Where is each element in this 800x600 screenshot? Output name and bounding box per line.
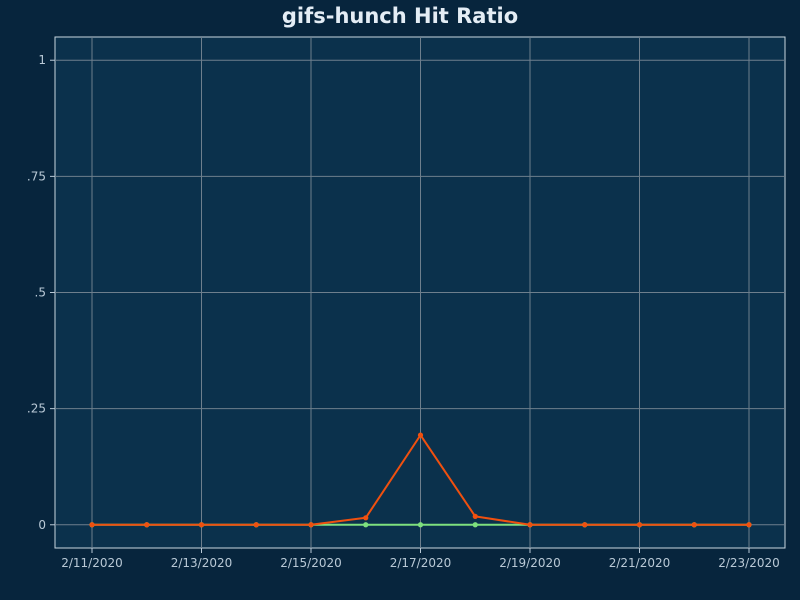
x-tick-label: 2/23/2020 [718,556,780,570]
series-2-point [144,522,150,528]
series-2-point [472,513,478,520]
y-tick-label: .5 [35,286,46,300]
x-tick-label: 2/15/2020 [280,556,342,570]
series-2-point [308,522,314,528]
x-tick-label: 2/21/2020 [609,556,671,570]
x-tick-label: 2/17/2020 [390,556,452,570]
series-2-point [691,522,697,528]
series-1-point [363,522,369,528]
series-2-point [253,522,259,528]
series-1-point [417,522,424,528]
x-tick-label: 2/11/2020 [61,556,123,570]
series-2-point [417,432,424,438]
series-2-point [363,515,369,521]
series-2-point [89,522,95,528]
series-2-point [198,522,205,528]
series-2-point [582,522,588,528]
series-2-point [636,522,643,528]
x-tick-label: 2/19/2020 [499,556,561,570]
data-points [89,432,752,528]
x-tick-label: 2/13/2020 [171,556,233,570]
series-2-point [746,522,752,528]
y-tick-label: 0 [38,518,46,532]
series-2-point [527,522,533,528]
chart-title: gifs-hunch Hit Ratio [281,4,519,28]
tick-labels: 2/11/2020 2/13/2020 2/15/2020 2/17/2020 2/19… [27,53,780,570]
y-tick-label: 1 [38,53,46,67]
y-tick-label: .75 [27,169,46,183]
y-tick-label: .25 [27,402,46,416]
series-1-point [472,522,478,528]
